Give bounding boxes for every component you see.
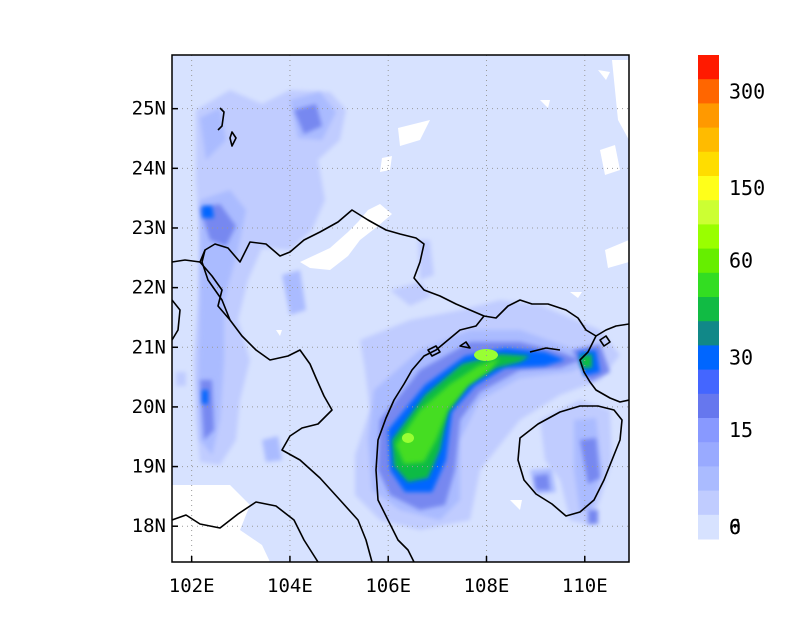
- colorbar-segment: [698, 248, 719, 274]
- colorbar-segment: [698, 442, 719, 467]
- colorbar-segment: [698, 272, 719, 298]
- lon-tick-label: 104E: [267, 575, 313, 597]
- colorbar-label: 15: [729, 418, 753, 442]
- colorbar-label: 150: [729, 176, 765, 200]
- colorbar-segment: [698, 200, 719, 225]
- precip-extreme-areas: [396, 358, 500, 464]
- colorbar-label: 6: [729, 515, 741, 539]
- laos-vietnam-border: [201, 249, 373, 562]
- plot-area: [172, 55, 629, 562]
- lon-tick-label: 108E: [464, 575, 510, 597]
- colorbar-segment: [698, 418, 719, 443]
- colorbar-segment: [698, 176, 719, 201]
- colorbar-segment: [698, 466, 719, 492]
- lat-tick-label: 20N: [132, 396, 166, 418]
- colorbar-label: 30: [729, 346, 753, 370]
- guangxi-coastline: [483, 299, 629, 337]
- laos-thailand-border: [172, 501, 319, 562]
- colorbar-segment: [698, 297, 719, 322]
- lat-tick-label: 24N: [132, 157, 166, 179]
- latitude-axis: 25N 24N 23N 22N 21N 20N 19N 18N: [132, 98, 178, 537]
- colorbar-segment: [698, 514, 719, 540]
- lat-tick-label: 18N: [132, 515, 166, 537]
- colorbar-segment: [698, 490, 719, 516]
- colorbar-segment: [698, 369, 719, 395]
- colorbar-segment: [698, 393, 719, 419]
- lon-tick-label: 110E: [562, 575, 608, 597]
- colorbar-segment: [698, 79, 719, 104]
- colorbar-segment: [698, 224, 719, 250]
- coastlines-borders: [172, 107, 629, 562]
- lat-tick-label: 23N: [132, 217, 166, 239]
- longitude-axis: 102E 104E 106E 108E 110E: [169, 556, 608, 597]
- leizhou-coastline: [579, 335, 629, 403]
- colorbar-label: 0: [729, 515, 741, 539]
- map-frame: [171, 54, 630, 563]
- colorbar-segment: [698, 127, 719, 153]
- colorbar-segment: [698, 321, 719, 346]
- laos-china-border: [199, 261, 231, 321]
- colorbar-label: 60: [729, 249, 753, 273]
- lat-tick-label: 19N: [132, 456, 166, 478]
- china-vietnam-border: [172, 209, 485, 317]
- lon-tick-label: 106E: [365, 575, 411, 597]
- lat-tick-label: 21N: [132, 336, 166, 358]
- vietnam-coastline: [375, 315, 485, 562]
- colorbar-segment: [698, 345, 719, 371]
- colorbar-segment: [698, 151, 719, 177]
- colorbar-segment: [698, 55, 719, 80]
- lat-tick-label: 25N: [132, 98, 166, 120]
- lon-tick-label: 102E: [169, 575, 215, 597]
- lat-tick-label: 22N: [132, 277, 166, 299]
- gridlines: [172, 55, 629, 562]
- colorbar: 300 150 60 30 15 60: [698, 55, 765, 540]
- hainan-outline: [517, 405, 623, 517]
- colorbar-label: 300: [729, 79, 765, 103]
- colorbar-segment: [698, 103, 719, 129]
